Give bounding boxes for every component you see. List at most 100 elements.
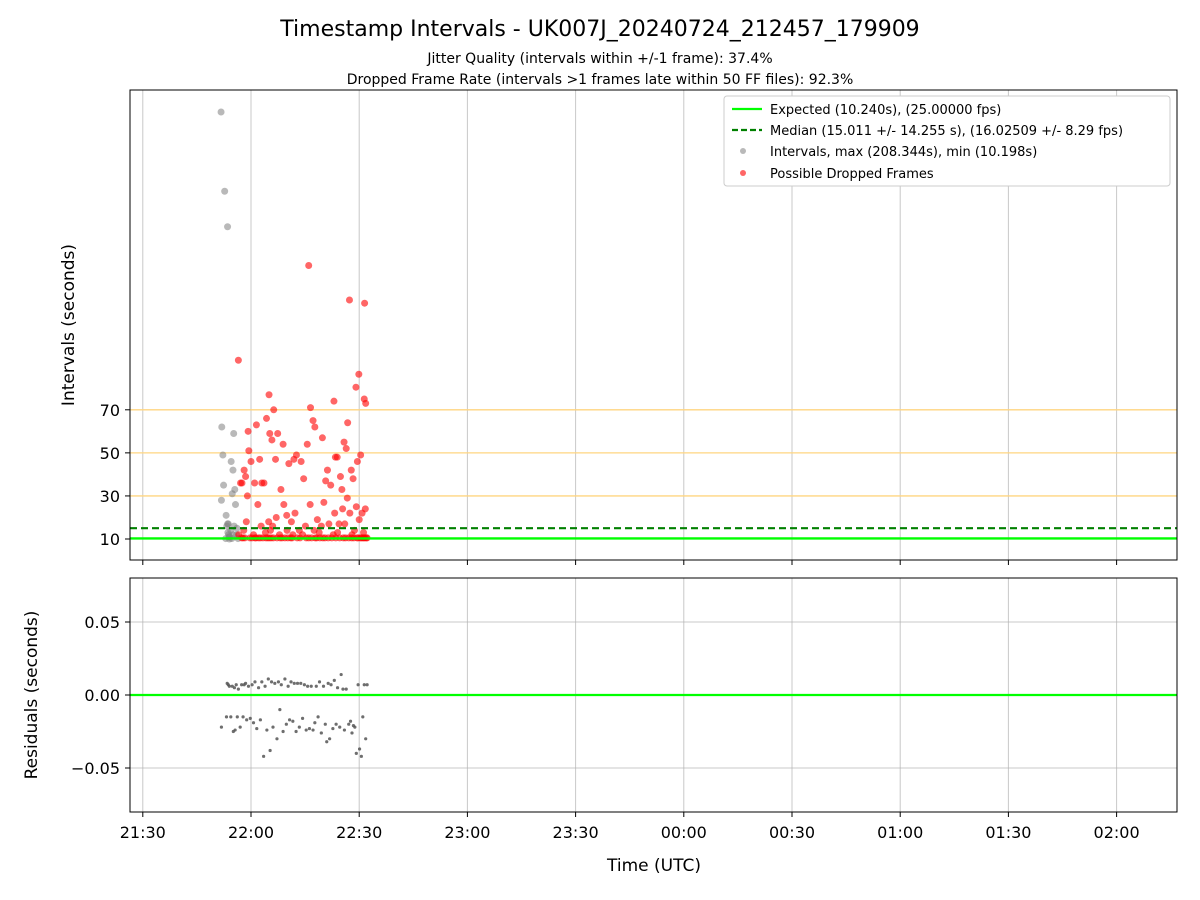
dropped-frame-point [339, 505, 347, 513]
residual-point [316, 715, 320, 719]
residuals-y-tick-label: −0.05 [71, 759, 120, 778]
interval-point [221, 187, 229, 195]
dropped-frame-point [325, 520, 333, 528]
dropped-frame-point [336, 473, 344, 481]
time-x-tick-label: 22:00 [228, 823, 274, 842]
dropped-frame-point [272, 513, 280, 521]
residual-point [266, 677, 270, 681]
interval-point [224, 520, 232, 528]
dropped-frame-point [244, 427, 252, 435]
legend-expected-label: Expected (10.240s), (25.00000 fps) [770, 103, 1001, 118]
residual-point [297, 725, 301, 729]
dropped-frame-point [251, 479, 259, 487]
residual-point [338, 725, 342, 729]
residual-point [268, 748, 272, 753]
residual-point [326, 681, 330, 685]
residual-point [342, 728, 347, 732]
legend-intervals-marker [740, 148, 746, 154]
residual-point [299, 681, 303, 685]
dropped-frame-point [272, 455, 280, 463]
residual-point [276, 680, 281, 684]
dropped-frame-point [343, 494, 351, 502]
legend-box [723, 95, 1171, 187]
time-x-tick-label: 00:30 [769, 823, 815, 842]
residual-point [240, 683, 244, 687]
time-x-tick-label: 23:00 [444, 823, 490, 842]
dropped-frame-point [340, 438, 348, 446]
residual-point [314, 684, 318, 688]
legend-dropped-marker [740, 170, 746, 176]
residual-point [321, 684, 326, 688]
residual-points [219, 672, 369, 758]
dropped-frame-points [234, 262, 371, 542]
residual-point [250, 683, 254, 687]
residual-point [273, 681, 277, 685]
dropped-frame-point [247, 457, 255, 465]
dropped-frame-point [307, 404, 315, 412]
dropped-frame-point [242, 518, 250, 526]
residuals-y-tick-label: 0.05 [84, 613, 120, 632]
time-x-tick-label: 00:00 [661, 823, 707, 842]
dropped-frame-point [279, 440, 287, 448]
residual-point [329, 683, 333, 687]
dropped-frame-point [238, 479, 246, 487]
dropped-frame-point [346, 509, 354, 517]
residual-point [287, 718, 292, 722]
dropped-frame-point [254, 501, 262, 509]
intervals-y-tick-label: 70 [100, 401, 120, 420]
residual-point [260, 680, 264, 684]
dropped-frame-point [322, 477, 330, 485]
dropped-frame-point [349, 475, 357, 483]
dropped-frame-point [318, 434, 326, 442]
residual-point [232, 686, 237, 690]
residual-point [236, 687, 240, 691]
interval-point [231, 501, 239, 509]
residual-point [238, 725, 242, 729]
residual-point [341, 687, 345, 691]
residual-point [313, 721, 317, 725]
residual-point [251, 721, 256, 725]
residual-point [263, 684, 267, 688]
residual-point [241, 715, 245, 719]
residual-point [245, 718, 249, 722]
legend-dropped-label: Possible Dropped Frames [770, 167, 934, 182]
dropped-frame-point [311, 423, 319, 431]
residual-point [317, 680, 322, 684]
residual-point [307, 726, 312, 731]
dropped-frame-point [234, 356, 242, 364]
chart-subtitle-jitter: Jitter Quality (intervals within +/-1 fr… [426, 51, 772, 67]
residual-point [235, 715, 239, 719]
dropped-frame-point [260, 479, 268, 487]
time-x-tick-label: 23:30 [553, 823, 599, 842]
dropped-frame-point [357, 451, 365, 459]
residual-point [362, 683, 366, 687]
dropped-frame-point [330, 397, 338, 405]
dropped-frame-point [333, 453, 341, 461]
time-x-tick-label: 02:00 [1094, 823, 1140, 842]
interval-point [222, 511, 230, 519]
dropped-frame-point [313, 516, 321, 524]
dropped-frame-point [242, 473, 250, 481]
residuals-panel: 0.05 0.00 −0.05 21:30 22:00 22:30 23:00 23:30 0… [22, 577, 1178, 842]
residual-point [243, 681, 248, 685]
dropped-frame-point [331, 509, 339, 517]
residual-point [328, 737, 332, 741]
time-x-tick-label: 01:00 [877, 823, 923, 842]
dropped-frame-point [274, 429, 282, 437]
dropped-frame-point [306, 501, 314, 509]
dropped-frame-point [291, 509, 299, 517]
dropped-frame-point [327, 481, 335, 489]
residual-point [364, 737, 368, 741]
dropped-frame-point [335, 520, 343, 528]
interval-point [231, 485, 239, 493]
dropped-frame-point [353, 457, 361, 465]
dropped-frame-point [323, 466, 331, 474]
interval-point [233, 524, 241, 532]
dropped-frame-point [263, 414, 271, 422]
residual-point [325, 740, 329, 744]
interval-point [218, 423, 226, 431]
intervals-y-label: Intervals (seconds) [59, 244, 79, 406]
dropped-frame-point [361, 299, 369, 307]
dropped-frame-point [345, 296, 353, 304]
